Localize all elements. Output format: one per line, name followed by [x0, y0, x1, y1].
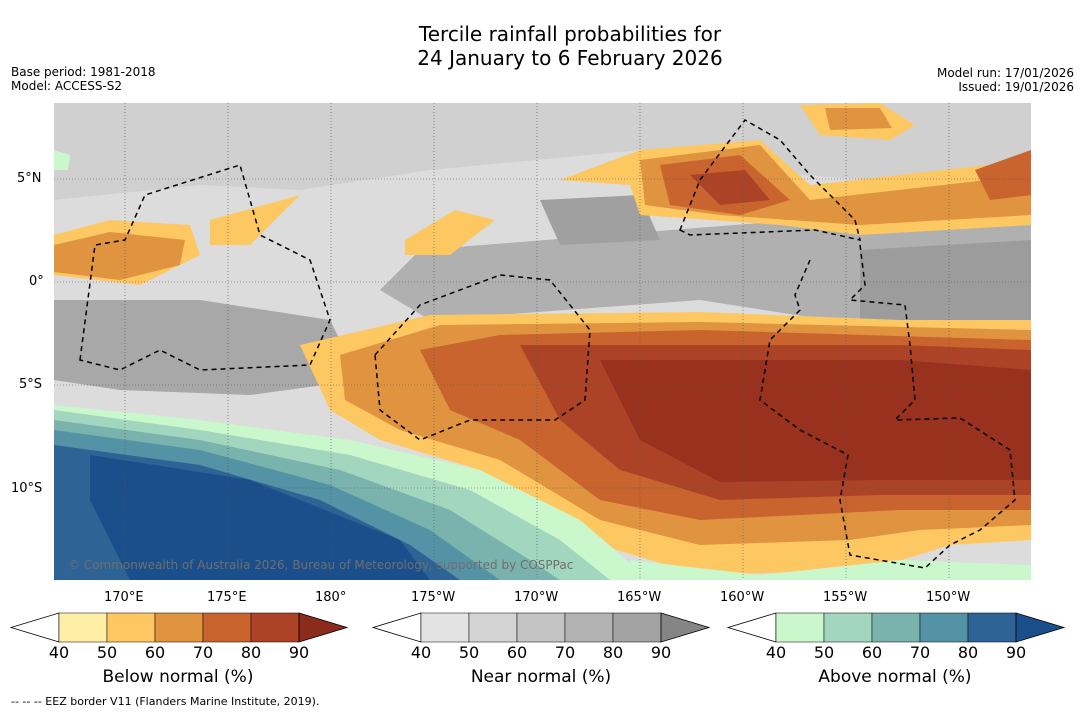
colorbar-above-bin-5	[967, 612, 1017, 643]
colorbar-below-bin-3	[154, 612, 204, 643]
title-line-2: 24 January to 6 February 2026	[417, 46, 723, 70]
colorbar-above-bin-3	[871, 612, 921, 643]
colorbar-below-bin-2	[106, 612, 156, 643]
colorbar-near-bin-1	[420, 612, 470, 643]
colorbar-below-extend-high	[298, 612, 349, 643]
colorbar-near-tick: 80	[602, 643, 624, 662]
title-line-1: Tercile rainfall probabilities for	[418, 22, 722, 46]
copyright-notice: © Commonwealth of Australia 2026, Bureau…	[68, 558, 574, 572]
colorbar-near-bin-5	[612, 612, 662, 643]
colorbar-above-bin-2	[823, 612, 873, 643]
lon-label-150w: 150°W	[926, 590, 971, 605]
left-metadata: Base period: 1981-2018 Model: ACCESS-S2	[11, 65, 156, 93]
lon-label-170w: 170°W	[514, 590, 559, 605]
colorbar-above-tick: 60	[861, 643, 883, 662]
colorbar-below-tick: 80	[240, 643, 262, 662]
model-run: Model run: 17/01/2026	[936, 66, 1074, 80]
colorbar-above-tick: 70	[909, 643, 931, 662]
colorbar-near-extend-high	[660, 612, 711, 643]
colorbar-below-tick: 60	[144, 643, 166, 662]
graticule	[54, 103, 1031, 580]
colorbar-below-bin-4	[202, 612, 252, 643]
colorbar-label-below: Below normal (%)	[102, 667, 254, 687]
colorbar-above-bin-1	[775, 612, 825, 643]
right-metadata: Model run: 17/01/2026 Issued: 19/01/2026	[937, 66, 1074, 94]
colorbar-near-bin-4	[564, 612, 614, 643]
map-title: Tercile rainfall probabilities for 24 Ja…	[0, 22, 1085, 70]
lat-label-5n: 5°N	[17, 171, 42, 186]
lon-label-160w: 160°W	[720, 590, 765, 605]
colorbar-near-bin-2	[468, 612, 518, 643]
colorbar-above-bin-4	[919, 612, 969, 643]
colorbar-below-extend-low	[9, 612, 60, 643]
colorbar-above-extend-high	[1015, 612, 1066, 643]
lon-label-165w: 165°W	[617, 590, 662, 605]
colorbar-below-bin-5	[250, 612, 300, 643]
colorbar-near-tick: 60	[506, 643, 528, 662]
colorbar-near-tick: 50	[458, 643, 480, 662]
lon-label-175e: 175°E	[207, 590, 247, 605]
lon-label-155w: 155°W	[823, 590, 868, 605]
colorbar-near-bin-3	[516, 612, 566, 643]
lat-label-0: 0°	[29, 274, 44, 289]
lon-label-180: 180°	[315, 590, 347, 605]
colorbar-near-tick: 70	[554, 643, 576, 662]
eez-note: -- -- -- EEZ border V11 (Flanders Marine…	[11, 695, 320, 708]
colorbar-near-tick: 40	[410, 643, 432, 662]
colorbar-label-near: Near normal (%)	[470, 667, 612, 687]
lat-label-10s: 10°S	[11, 481, 43, 496]
lon-label-175w: 175°W	[411, 590, 456, 605]
issued-date: Issued: 19/01/2026	[958, 80, 1074, 94]
colorbar-below-tick: 90	[288, 643, 310, 662]
map-field	[54, 103, 1031, 580]
colorbar-above-tick: 90	[1005, 643, 1027, 662]
colorbar-above-tick: 80	[957, 643, 979, 662]
lat-label-5s: 5°S	[19, 377, 43, 392]
colorbar-above-tick: 50	[813, 643, 835, 662]
colorbar-above-extend-low	[726, 612, 777, 643]
colorbar-below-tick: 40	[48, 643, 70, 662]
colorbar-below-tick: 70	[192, 643, 214, 662]
colorbar-label-above: Above normal (%)	[818, 667, 972, 687]
lon-label-170e: 170°E	[104, 590, 144, 605]
colorbar-near-tick: 90	[650, 643, 672, 662]
model-name: Model: ACCESS-S2	[11, 79, 123, 93]
colorbar-above-tick: 40	[765, 643, 787, 662]
base-period: Base period: 1981-2018	[11, 65, 156, 79]
colorbar-below-bin-1	[58, 612, 108, 643]
colorbar-below-tick: 50	[96, 643, 118, 662]
colorbar-near-extend-low	[371, 612, 422, 643]
